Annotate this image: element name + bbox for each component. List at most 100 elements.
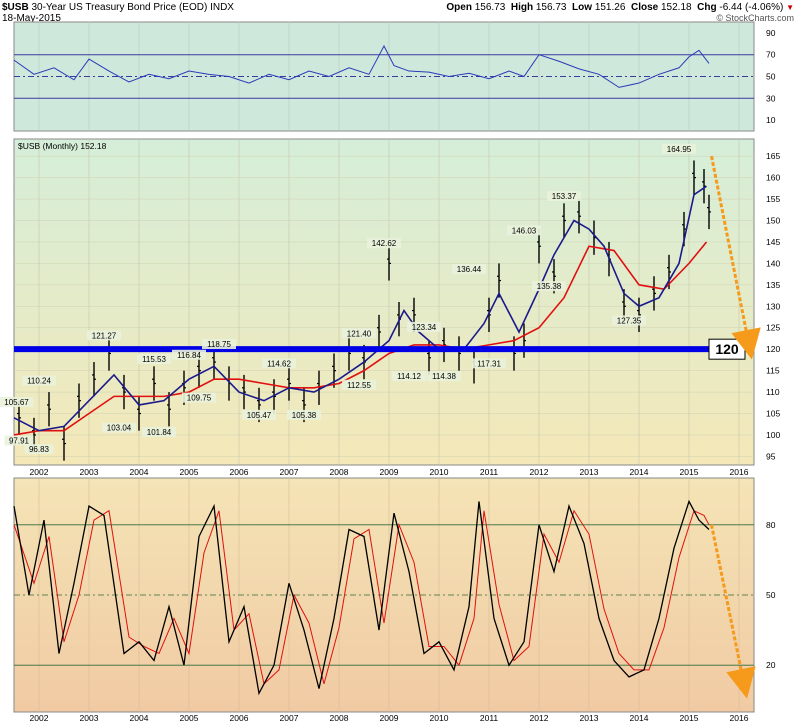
chart-header: $USB 30-Year US Treasury Bond Price (EOD…: [2, 2, 234, 13]
price-y-tick: 110: [766, 387, 780, 397]
price-y-tick: 145: [766, 237, 780, 247]
close-value: 152.18: [660, 2, 692, 13]
price-annotation: 123.34: [412, 323, 437, 332]
annotation-bg: [142, 426, 176, 437]
price-panel-title: $USB (Monthly) 152.18: [18, 141, 107, 151]
x-tick-label: 2013: [580, 713, 599, 723]
price-annotation: 117.31: [477, 359, 501, 368]
x-tick-label: 2002: [30, 467, 49, 477]
chg-value: -6.44 (-4.06%): [719, 2, 784, 13]
chg-label: Chg: [697, 2, 717, 13]
annotation-bg: [0, 396, 34, 407]
price-y-tick: 95: [766, 451, 776, 461]
x-tick-label: 2008: [330, 713, 349, 723]
annotation-bg: [507, 225, 541, 236]
price-y-tick: 160: [766, 173, 780, 183]
price-annotation: 135.38: [537, 282, 562, 291]
x-tick-label: 2014: [630, 467, 649, 477]
price-y-tick: 135: [766, 280, 780, 290]
rsi-y-tick: 30: [766, 93, 776, 103]
price-annotation: 105.67: [4, 398, 29, 407]
osc-y-tick: 50: [766, 590, 776, 600]
price-annotation: 164.95: [667, 145, 692, 154]
x-tick-label: 2010: [430, 467, 449, 477]
x-tick-label: 2007: [280, 467, 299, 477]
annotation-bg: [182, 392, 216, 403]
price-annotation: 116.84: [177, 351, 201, 360]
x-tick-label: 2008: [330, 467, 349, 477]
price-annotation: 115.53: [142, 355, 166, 364]
price-annotation: 142.62: [372, 239, 397, 248]
annotation-bg: [87, 330, 121, 341]
close-label: Close: [630, 2, 659, 13]
annotation-bg: [22, 375, 56, 386]
annotation-bg: [242, 409, 276, 420]
price-annotation: 110.24: [27, 377, 51, 386]
annotation-bg: [547, 191, 581, 202]
annotation-bg: [367, 238, 401, 249]
price-y-tick: 130: [766, 301, 780, 311]
rsi-y-tick: 70: [766, 50, 776, 60]
open-value: 156.73: [474, 2, 506, 13]
low-value: 151.26: [594, 2, 626, 13]
annotation-bg: [392, 371, 426, 382]
price-annotation: 118.75: [207, 340, 231, 349]
low-label: Low: [572, 2, 593, 13]
x-tick-label: 2006: [230, 713, 249, 723]
annotation-bg: [172, 349, 206, 360]
annotation-bg: [137, 354, 171, 365]
x-tick-label: 2005: [180, 713, 199, 723]
rsi-y-tick: 10: [766, 115, 776, 125]
annotation-bg: [472, 358, 506, 369]
price-y-tick: 115: [766, 366, 780, 376]
annotation-bg: [24, 444, 54, 455]
price-annotation: 109.75: [187, 394, 212, 403]
x-tick-label: 2016: [730, 467, 749, 477]
price-annotation: 114.62: [267, 359, 291, 368]
annotation-bg: [202, 339, 236, 350]
price-annotation: 101.84: [147, 428, 172, 437]
price-annotation: 146.03: [512, 226, 537, 235]
price-annotation: 153.37: [552, 192, 577, 201]
annotation-bg: [102, 422, 136, 433]
price-annotation: 97.91: [9, 437, 30, 446]
instrument-name: 30-Year US Treasury Bond Price (EOD): [31, 2, 208, 13]
high-value: 156.73: [535, 2, 567, 13]
x-tick-label: 2011: [480, 467, 499, 477]
x-tick-label: 2015: [680, 467, 699, 477]
x-tick-label: 2003: [80, 467, 99, 477]
x-tick-label: 2006: [230, 467, 249, 477]
rsi-y-tick: 90: [766, 28, 776, 38]
x-tick-label: 2009: [380, 713, 399, 723]
annotation-bg: [342, 328, 376, 339]
down-arrow-icon: ▼: [786, 3, 794, 12]
x-tick-label: 2015: [680, 713, 699, 723]
annotation-bg: [662, 143, 696, 154]
exchange: INDX: [210, 2, 234, 13]
annotation-bg: [287, 409, 321, 420]
price-annotation: 121.40: [347, 329, 372, 338]
rsi-line: [13, 44, 710, 88]
slow-ma-line: [13, 241, 708, 436]
symbol: $USB: [2, 2, 29, 13]
price-annotation: 114.38: [432, 372, 456, 381]
x-tick-label: 2012: [530, 713, 549, 723]
price-annotation: 121.27: [92, 331, 117, 340]
osc-y-tick: 20: [766, 660, 776, 670]
price-annotation: 127.35: [617, 316, 642, 325]
annotation-bg: [612, 315, 646, 326]
x-tick-label: 2010: [430, 713, 449, 723]
annotation-bg: [427, 371, 461, 382]
support-label: 120: [715, 341, 739, 357]
x-tick-label: 2013: [580, 467, 599, 477]
x-tick-label: 2004: [130, 467, 149, 477]
x-tick-label: 2009: [380, 467, 399, 477]
annotation-bg: [342, 379, 376, 390]
price-y-tick: 105: [766, 409, 780, 419]
price-y-tick: 165: [766, 151, 780, 161]
price-y-tick: 125: [766, 323, 780, 333]
fast-ma-line: [13, 185, 707, 432]
x-tick-label: 2003: [80, 713, 99, 723]
x-tick-label: 2002: [30, 713, 49, 723]
osc-projection-arrow: [710, 524, 756, 699]
